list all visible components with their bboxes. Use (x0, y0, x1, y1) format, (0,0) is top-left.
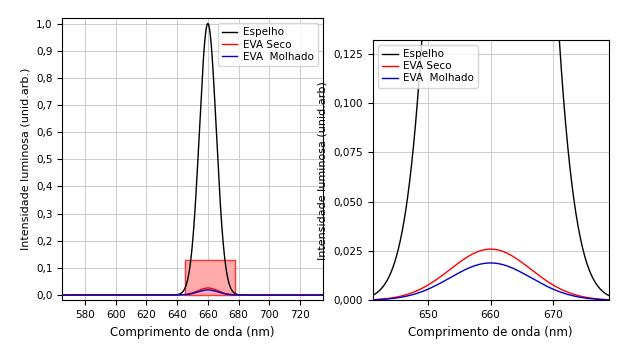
EVA Seco (487, 247, 494, 251)
Espelho (99, 293, 106, 297)
EVA Seco (474, 249, 482, 254)
Bar (185, 260, 235, 295)
EVA  Molhado (474, 262, 482, 267)
EVA  Molhado (322, 293, 329, 297)
EVA Seco (327, 293, 334, 297)
EVA Seco (483, 247, 490, 252)
EVA  Molhado (99, 293, 106, 297)
EVA  Molhado (168, 293, 176, 297)
Espelho (322, 293, 329, 297)
Espelho (82, 293, 89, 297)
EVA Seco (348, 298, 355, 303)
EVA Seco (51, 293, 58, 297)
Legend: Espelho, EVA Seco, EVA  Molhado: Espelho, EVA Seco, EVA Molhado (218, 23, 318, 66)
Espelho (292, 293, 299, 297)
Espelho (51, 293, 58, 297)
X-axis label: Comprimento de onda (nm): Comprimento de onda (nm) (409, 326, 573, 339)
X-axis label: Comprimento de onda (nm): Comprimento de onda (nm) (111, 326, 274, 339)
EVA  Molhado (576, 295, 584, 299)
EVA Seco (99, 293, 106, 297)
EVA Seco (292, 293, 299, 297)
EVA Seco (576, 294, 584, 298)
Line: EVA Seco: EVA Seco (55, 288, 330, 295)
Line: Espelho: Espelho (335, 0, 621, 300)
Line: EVA  Molhado: EVA Molhado (55, 290, 330, 295)
EVA Seco (168, 293, 176, 297)
Espelho (327, 293, 334, 297)
EVA  Molhado (327, 293, 334, 297)
Y-axis label: Intensidade luminosa (unid.arb): Intensidade luminosa (unid.arb) (317, 81, 327, 260)
Espelho (168, 293, 176, 297)
EVA Seco (156, 293, 164, 297)
Espelho (348, 298, 355, 302)
EVA  Molhado (487, 261, 494, 265)
Legend: Espelho, EVA Seco, EVA  Molhado: Espelho, EVA Seco, EVA Molhado (378, 45, 478, 88)
Line: Espelho: Espelho (55, 24, 330, 295)
Line: EVA Seco: EVA Seco (335, 249, 621, 300)
EVA  Molhado (348, 298, 355, 303)
EVA  Molhado (82, 293, 89, 297)
EVA  Molhado (51, 293, 58, 297)
Espelho (204, 21, 212, 26)
Espelho (332, 298, 339, 303)
EVA Seco (82, 293, 89, 297)
EVA Seco (204, 286, 212, 290)
EVA Seco (332, 298, 339, 303)
Line: EVA  Molhado: EVA Molhado (335, 263, 621, 300)
EVA  Molhado (332, 298, 339, 303)
EVA  Molhado (483, 261, 490, 265)
EVA  Molhado (204, 288, 212, 292)
Espelho (156, 293, 164, 297)
Espelho (576, 234, 584, 238)
EVA  Molhado (292, 293, 299, 297)
EVA Seco (322, 293, 329, 297)
Y-axis label: Intensidade luminosa (unid.arb.): Intensidade luminosa (unid.arb.) (20, 68, 30, 251)
EVA  Molhado (156, 293, 164, 297)
